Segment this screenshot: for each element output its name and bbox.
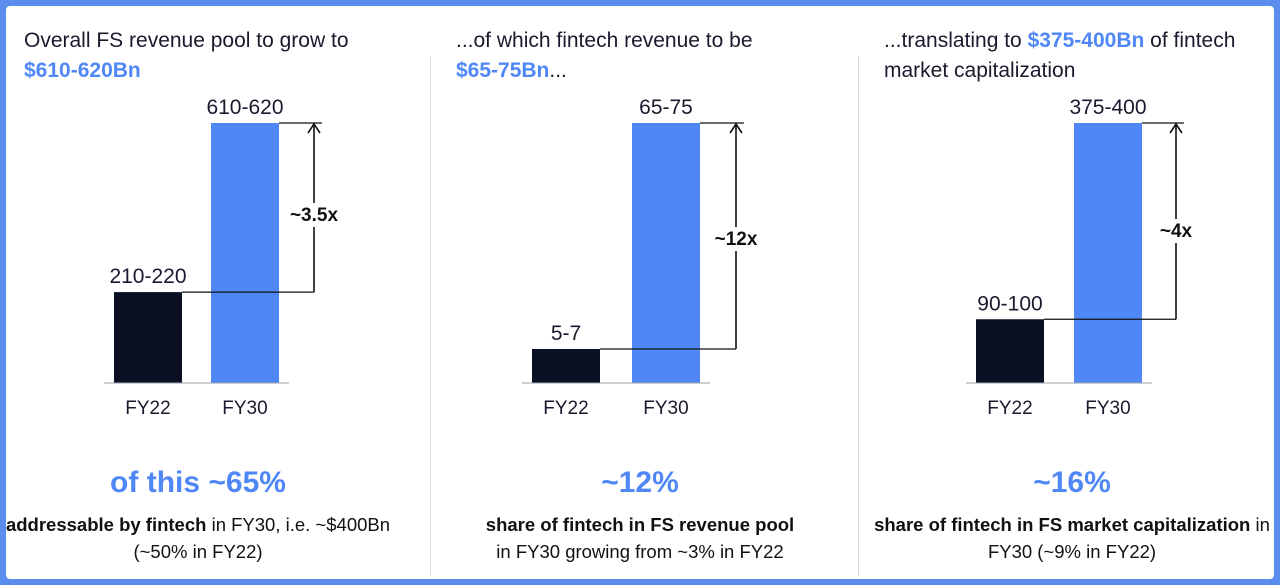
x-tick-label: FY22 xyxy=(125,398,170,419)
big-stat: ~16% xyxy=(1033,466,1111,499)
stat-description: addressable by fintech in FY30, i.e. ~$4… xyxy=(6,511,398,565)
bar-fy22 xyxy=(532,349,600,383)
bar-chart: 5-7 FY22 65-75 FY30 ~12x xyxy=(522,96,766,419)
big-stat: ~12% xyxy=(601,466,679,499)
panel-divider xyxy=(858,56,859,576)
bar-fy30 xyxy=(632,123,700,383)
stat-description: share of fintech in FS market capitaliza… xyxy=(872,511,1272,565)
arrow-head-icon xyxy=(307,122,321,134)
heading-text: ...of which fintech revenue to be xyxy=(456,29,753,52)
bar-fy22 xyxy=(114,292,182,383)
bar-fy22 xyxy=(976,319,1044,383)
panel-heading: ...translating to $375-400Bn of fintech … xyxy=(884,26,1244,86)
arrow-head-icon xyxy=(1169,122,1183,134)
growth-multiplier: ~12x xyxy=(715,229,758,250)
desc-rest: in FY30 (~9% in FY22) xyxy=(987,514,1270,562)
desc-rest: in FY30 growing from ~3% in FY22 xyxy=(496,541,784,562)
bar-chart: 210-220 FY22 610-620 FY30 ~3.5x xyxy=(104,96,344,419)
bar-chart: 90-100 FY22 375-400 FY30 ~4x xyxy=(966,96,1206,419)
multiplier-backing xyxy=(1146,219,1206,243)
desc-bold: addressable by fintech xyxy=(6,514,207,535)
data-label: 65-75 xyxy=(639,96,693,119)
data-label: 375-400 xyxy=(1069,96,1146,119)
multiplier-backing xyxy=(706,227,766,251)
growth-multiplier: ~3.5x xyxy=(290,205,339,226)
panel-heading: Overall FS revenue pool to grow to $610-… xyxy=(24,26,349,86)
heading-highlight: $65-75Bn xyxy=(456,59,550,82)
desc-rest: in FY30, i.e. ~$400Bn (~50% in FY22) xyxy=(133,514,391,562)
panel-divider xyxy=(430,56,431,576)
heading-highlight: $375-400Bn xyxy=(1027,29,1145,52)
data-label: 5-7 xyxy=(551,322,581,345)
panel-heading: ...of which fintech revenue to be $65-75… xyxy=(456,26,753,86)
heading-text: Overall FS revenue pool to grow to xyxy=(24,29,349,52)
x-tick-label: FY30 xyxy=(222,398,267,419)
panel-fs-revenue: Overall FS revenue pool to grow to $610-… xyxy=(6,6,406,579)
heading-suffix: ... xyxy=(549,59,567,82)
arrow-head-icon xyxy=(729,122,743,134)
multiplier-backing xyxy=(284,203,344,227)
panel-fintech-market-cap: ...translating to $375-400Bn of fintech … xyxy=(862,6,1270,579)
heading-highlight: $610-620Bn xyxy=(24,59,141,82)
stat-description: share of fintech in FS revenue pool in F… xyxy=(440,511,840,565)
big-stat: of this ~65% xyxy=(110,466,286,499)
growth-multiplier: ~4x xyxy=(1160,221,1193,242)
heading-suffix: of fintech market capitalization xyxy=(884,29,1236,82)
heading-text: ...translating to xyxy=(884,29,1028,52)
x-tick-label: FY30 xyxy=(643,398,688,419)
desc-bold: share of fintech in FS revenue pool xyxy=(485,514,795,535)
bar-fy30 xyxy=(211,123,279,383)
desc-bold: share of fintech in FS market capitaliza… xyxy=(874,514,1251,535)
x-tick-label: FY22 xyxy=(543,398,588,419)
data-label: 210-220 xyxy=(109,265,186,288)
panel-fintech-revenue: ...of which fintech revenue to be $65-75… xyxy=(434,6,834,579)
infographic-frame: Overall FS revenue pool to grow to $610-… xyxy=(6,6,1274,579)
bar-fy30 xyxy=(1074,123,1142,383)
x-tick-label: FY22 xyxy=(987,398,1032,419)
data-label: 90-100 xyxy=(977,292,1042,315)
x-tick-label: FY30 xyxy=(1085,398,1130,419)
data-label: 610-620 xyxy=(206,96,283,119)
